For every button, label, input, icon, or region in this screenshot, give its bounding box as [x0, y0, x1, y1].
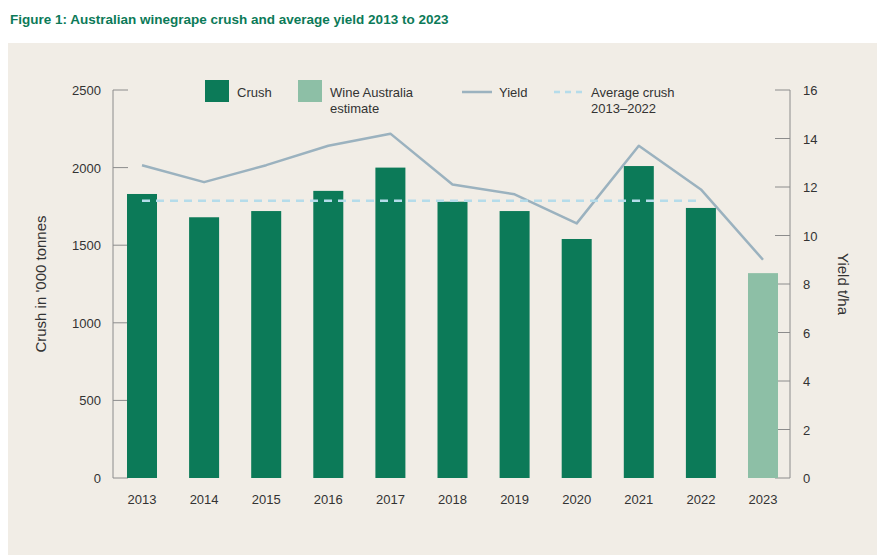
- y2-tick-label: 0: [803, 471, 810, 486]
- y2-tick-label: 6: [803, 326, 810, 341]
- legend-swatch: [462, 91, 492, 94]
- average-line: [142, 199, 701, 202]
- y2-tick: [775, 187, 790, 188]
- legend-label: Yield: [499, 85, 527, 100]
- legend-label-line: 2013–2022: [591, 101, 656, 116]
- x-tick-label: 2020: [562, 492, 591, 507]
- x-tick-label: 2014: [190, 492, 219, 507]
- y2-tick-label: 14: [803, 132, 817, 147]
- x-tick-label: 2013: [128, 492, 157, 507]
- legend-label: Crush: [237, 85, 272, 100]
- legend-label: Average crush 2013–2022: [591, 85, 678, 116]
- bar: [127, 194, 157, 478]
- legend-label-line: Wine Australia: [330, 85, 417, 100]
- title: Figure 1: Australian winegrape crush and…: [10, 12, 449, 27]
- y-tick: [113, 245, 128, 246]
- yield-line: [142, 134, 763, 260]
- y-tick-label: 2500: [72, 83, 101, 98]
- bar: [251, 211, 281, 478]
- legend-label: Wine Australia estimate: [330, 85, 417, 116]
- y-tick: [113, 167, 128, 168]
- bar: [500, 211, 530, 478]
- y2-tick-label: 12: [803, 180, 817, 195]
- y2-tick-label: 4: [803, 374, 810, 389]
- y2-tick: [775, 235, 790, 236]
- x-tick-label: 2023: [749, 492, 778, 507]
- chart: Figure 1: Australian winegrape crush and…: [0, 0, 880, 559]
- y-tick-label: 1000: [72, 316, 101, 331]
- y2-tick-label: 10: [803, 229, 817, 244]
- legend-label-line: estimate: [330, 101, 379, 116]
- y2-axis-title: Yield t/ha: [835, 253, 852, 316]
- y-tick: [113, 478, 128, 479]
- y-tick-label: 0: [94, 471, 101, 486]
- legend: Crush Wine Australia estimate Yield Average…: [205, 80, 678, 116]
- plot-area: [127, 134, 778, 478]
- y-tick: [113, 400, 128, 401]
- panel: [8, 43, 877, 555]
- y2-tick: [775, 138, 790, 139]
- bar: [375, 168, 405, 478]
- y-tick: [113, 90, 128, 91]
- legend-label-line: Yield: [499, 85, 527, 100]
- y-tick-label: 1500: [72, 238, 101, 253]
- y-tick-label: 500: [79, 393, 101, 408]
- x-tick-label: 2021: [624, 492, 653, 507]
- legend-swatch: [205, 80, 229, 102]
- y2-tick-label: 2: [803, 423, 810, 438]
- legend-swatch: [298, 80, 322, 102]
- y2-tick: [775, 90, 790, 91]
- y-tick: [113, 322, 128, 323]
- y-axis: [113, 90, 114, 478]
- x-tick-label: 2015: [252, 492, 281, 507]
- y-axis-title: Crush in '000 tonnes: [32, 215, 49, 352]
- bar: [562, 239, 592, 478]
- x-tick-label: 2018: [438, 492, 467, 507]
- y2-tick-label: 16: [803, 83, 817, 98]
- bar: [189, 217, 219, 478]
- bar: [686, 208, 716, 478]
- legend-label-line: Crush: [237, 85, 272, 100]
- x-tick-label: 2019: [500, 492, 529, 507]
- bar: [748, 273, 778, 478]
- x-tick-label: 2022: [686, 492, 715, 507]
- legend-label-line: Average crush: [591, 85, 678, 100]
- x-tick-label: 2016: [314, 492, 343, 507]
- bar: [438, 202, 468, 478]
- legend-swatch: [554, 91, 584, 94]
- y-tick-label: 2000: [72, 161, 101, 176]
- y2-tick-label: 8: [803, 277, 810, 292]
- bar: [313, 191, 343, 478]
- bar: [624, 166, 654, 478]
- x-tick-label: 2017: [376, 492, 405, 507]
